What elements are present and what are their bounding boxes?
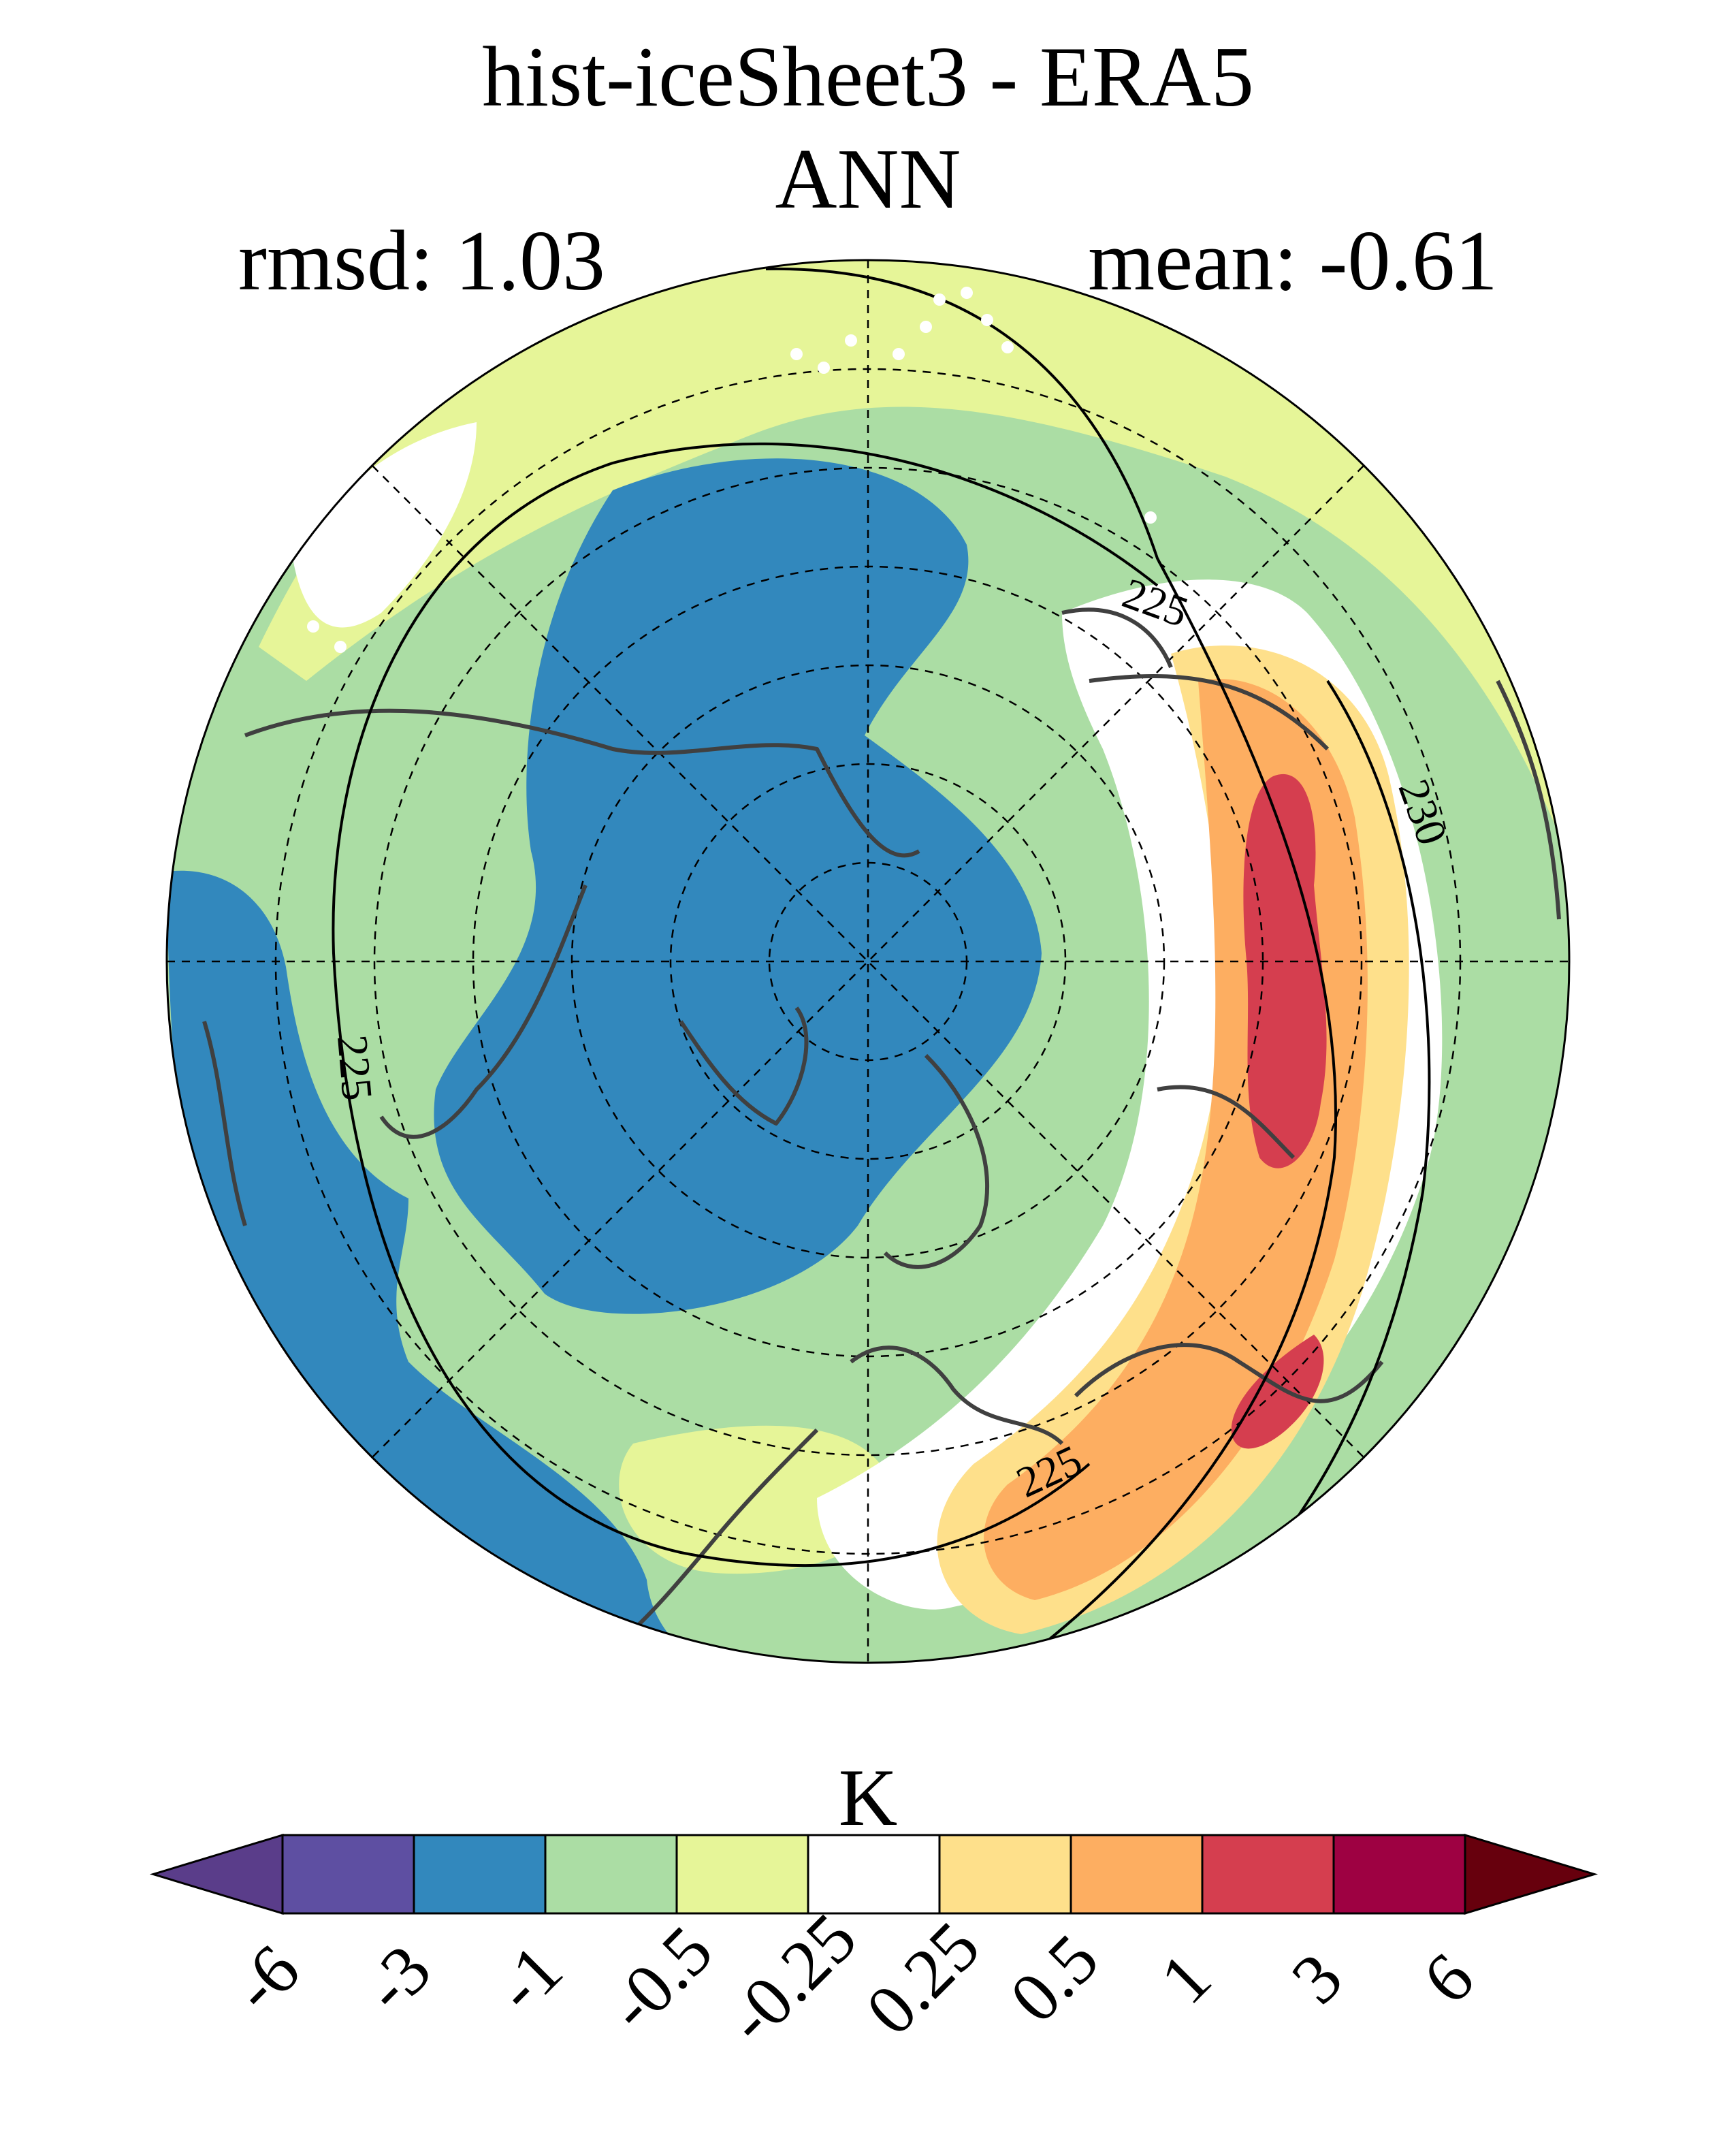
field-region-blue-center (434, 458, 1042, 1314)
colorbar-tick-labels: -6 -3 -1 -0.5-0.250.25 0.5 1 3 6 (217, 1898, 1488, 2058)
colorbar-tick-label: 0.25 (852, 1907, 995, 2050)
colorbar: K -6 -3 -1 -0.5-0.250.25 0.5 1 3 6 (149, 1752, 1598, 2058)
field-region-white-topleft (293, 422, 477, 628)
colorbar-tick-label: -3 (349, 1930, 446, 2027)
colorbar-swatch (807, 1834, 941, 1915)
title-line2: ANN (775, 132, 961, 227)
rmsd-label: rmsd: 1.03 (238, 214, 605, 308)
colorbar-tick-label: -0.5 (593, 1911, 728, 2046)
colorbar-swatch (544, 1834, 678, 1915)
colorbar-tick-label: 1 (1146, 1939, 1226, 2019)
colorbar-swatch (938, 1834, 1072, 1915)
field-region-light-lower (619, 1425, 892, 1574)
colorbar-swatch (1332, 1834, 1466, 1915)
polar-map (167, 260, 1569, 1663)
colorbar-max-triangle (1464, 1833, 1598, 1915)
colorbar-tick-label: -6 (217, 1930, 315, 2027)
colorbar-tick-label: -0.25 (711, 1898, 871, 2058)
colorbar-min-triangle (149, 1833, 284, 1915)
colorbar-swatches (149, 1833, 1598, 1915)
colorbar-tick-label: 3 (1277, 1939, 1357, 2019)
colorbar-unit: K (839, 1752, 898, 1843)
coastlines (202, 607, 1561, 1650)
mean-label: mean: -0.61 (1088, 214, 1498, 308)
title-line1: hist-iceSheet3 - ERA5 (482, 30, 1254, 125)
colorbar-swatch (1201, 1834, 1335, 1915)
colorbar-swatch (1070, 1834, 1204, 1915)
contour-label: 225 (328, 1033, 382, 1102)
colorbar-tick-label: 0.5 (995, 1920, 1113, 2037)
colorbar-swatch (413, 1834, 547, 1915)
field-region-red-lower (1231, 1335, 1324, 1449)
colorbar-tick-label: -1 (480, 1930, 577, 2027)
colorbar-swatch (281, 1834, 415, 1915)
field-region-red-upper (1243, 774, 1327, 1168)
stippling (307, 287, 1157, 653)
colorbar-swatch (675, 1834, 809, 1915)
map-border (165, 259, 1571, 1664)
colorbar-tick-label: 6 (1409, 1939, 1489, 2019)
graticule (167, 260, 1569, 1663)
